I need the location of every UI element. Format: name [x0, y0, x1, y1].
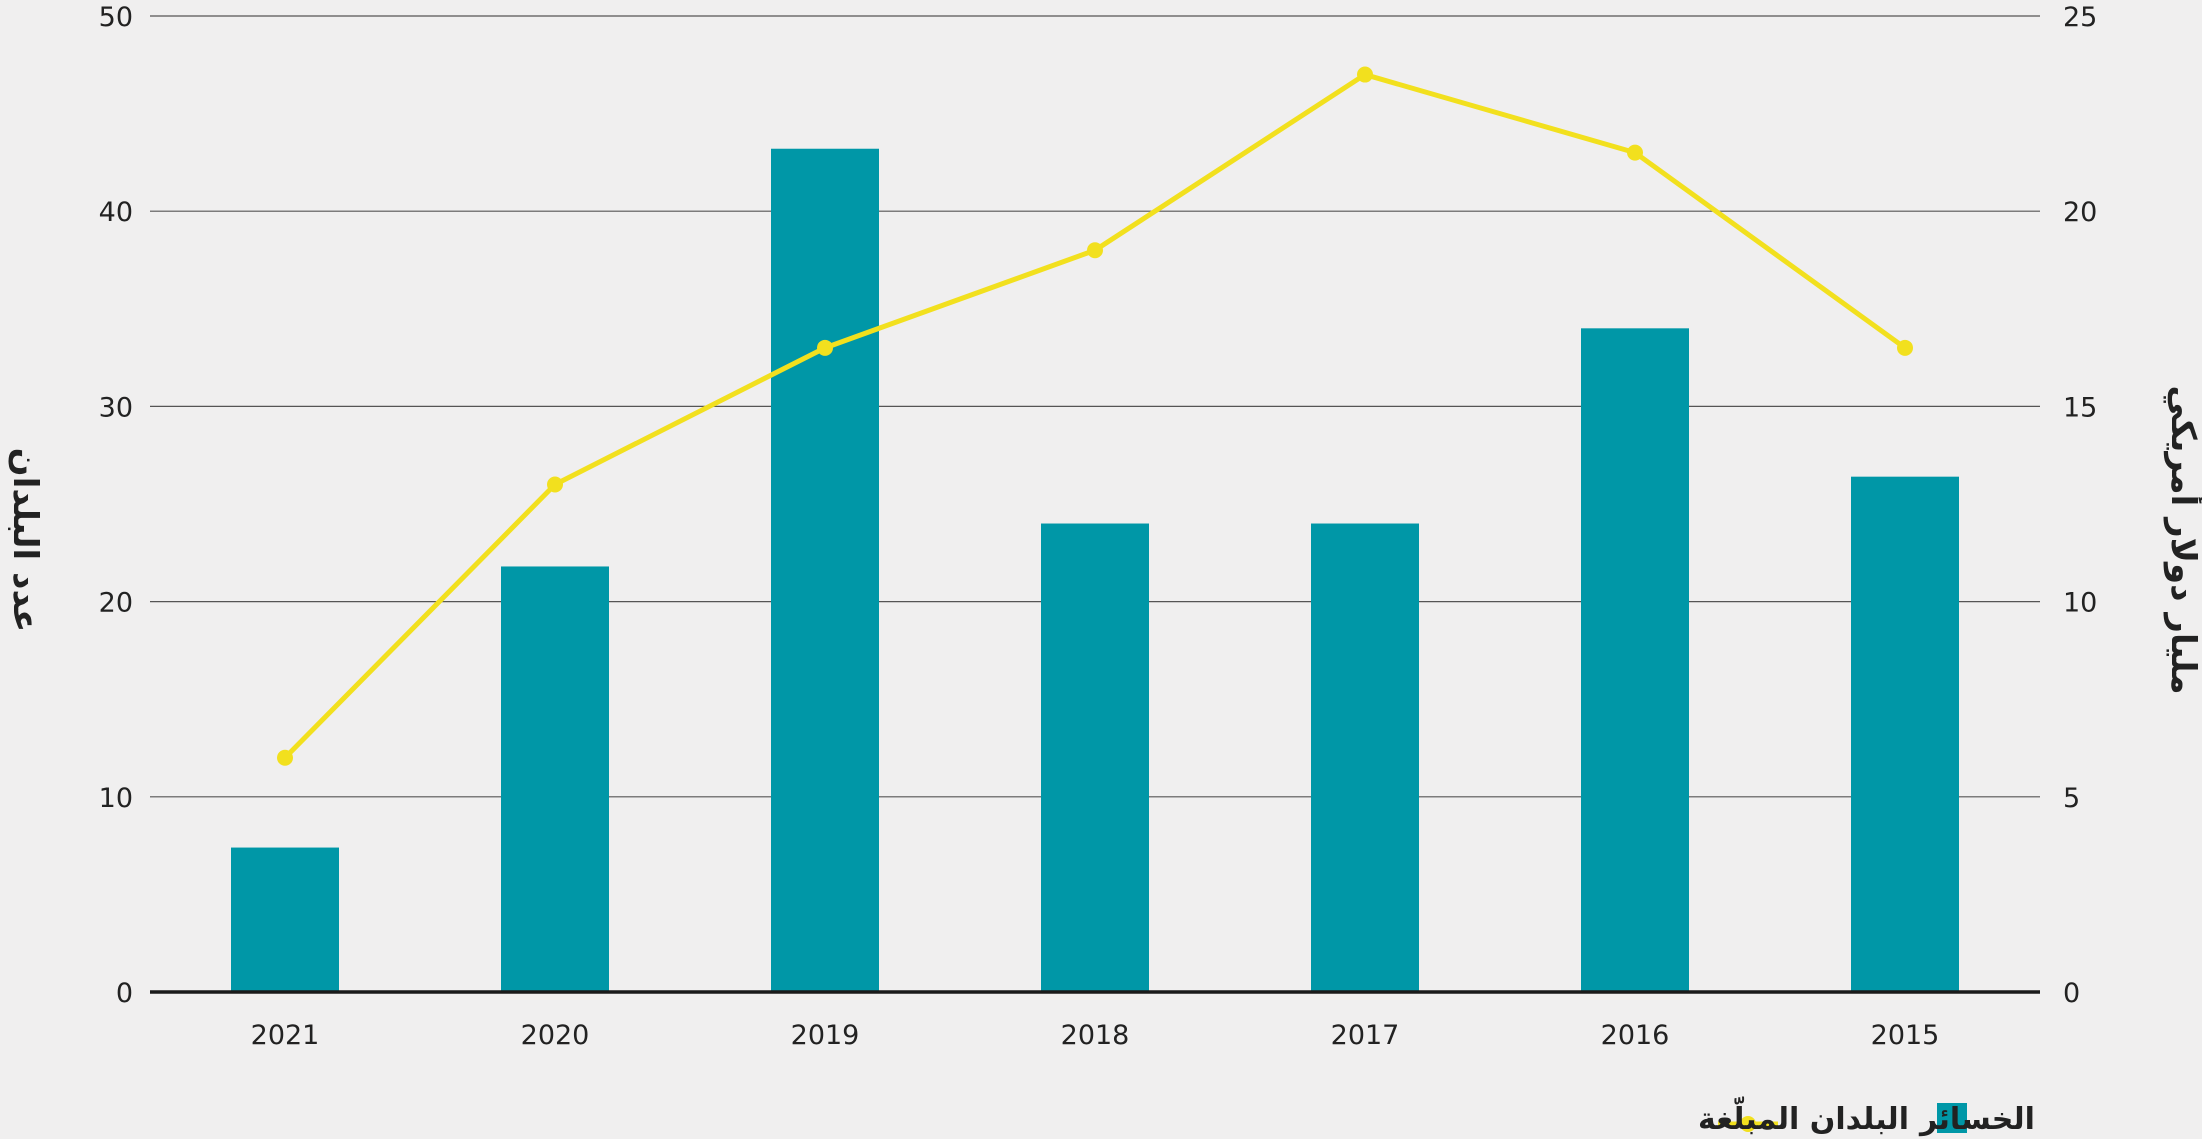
- legend-bar-swatch: [1937, 1103, 1967, 1133]
- left-tick-label: 20: [99, 588, 133, 619]
- line-layer: [277, 66, 1913, 766]
- bar-2020: [501, 566, 609, 992]
- x-tick-label: 2015: [1871, 1020, 1940, 1051]
- bar-2019: [771, 148, 879, 993]
- x-tick-label: 2017: [1331, 1020, 1400, 1051]
- left-tick-label: 10: [99, 783, 133, 814]
- axis-layer: 0 10 20 30 40 50 0 5 10 15 20 25 2021 2020 2019 2018 201…: [99, 2, 2098, 1051]
- line-point-2021: [277, 749, 293, 766]
- left-tick-label: 30: [99, 392, 133, 423]
- line-point-2015: [1897, 339, 1913, 356]
- line-point-2019: [817, 339, 833, 356]
- bar-2015: [1851, 476, 1959, 992]
- line-point-2018: [1087, 242, 1103, 259]
- x-tick-label: 2019: [791, 1020, 860, 1051]
- left-tick-label: 40: [99, 197, 133, 228]
- legend-line-label: البلدان المبلّغة: [1698, 1096, 1909, 1137]
- bar-layer: [231, 148, 1959, 993]
- bar-2017: [1311, 523, 1419, 992]
- right-tick-label: 10: [2063, 588, 2097, 619]
- right-tick-label: 25: [2063, 2, 2097, 33]
- x-tick-label: 2018: [1061, 1020, 1130, 1051]
- right-tick-label: 5: [2063, 783, 2080, 814]
- right-tick-label: 20: [2063, 197, 2097, 228]
- line-point-2017: [1357, 66, 1373, 83]
- left-axis-title: عدد البلدان: [5, 448, 45, 633]
- left-tick-label: 50: [99, 2, 133, 33]
- bar-2018: [1041, 523, 1149, 992]
- bar-2021: [231, 847, 339, 992]
- legend: الخسائر البلدان المبلّغة: [1698, 1096, 2035, 1137]
- bar-2016: [1581, 328, 1689, 992]
- x-tick-label: 2020: [521, 1020, 590, 1051]
- line-point-2020: [547, 476, 563, 493]
- grid-layer: [150, 15, 2040, 798]
- legend-bar-label: الخسائر: [1918, 1102, 2035, 1137]
- right-axis-title: مليار دولار أمريكي: [2163, 385, 2202, 694]
- line-point-2016: [1627, 144, 1643, 161]
- legend-line-marker: [1740, 1116, 1756, 1132]
- left-tick-label: 0: [116, 978, 133, 1009]
- x-tick-label: 2021: [251, 1020, 320, 1051]
- right-tick-label: 0: [2063, 978, 2080, 1009]
- x-tick-label: 2016: [1601, 1020, 1670, 1051]
- right-tick-label: 15: [2063, 392, 2097, 423]
